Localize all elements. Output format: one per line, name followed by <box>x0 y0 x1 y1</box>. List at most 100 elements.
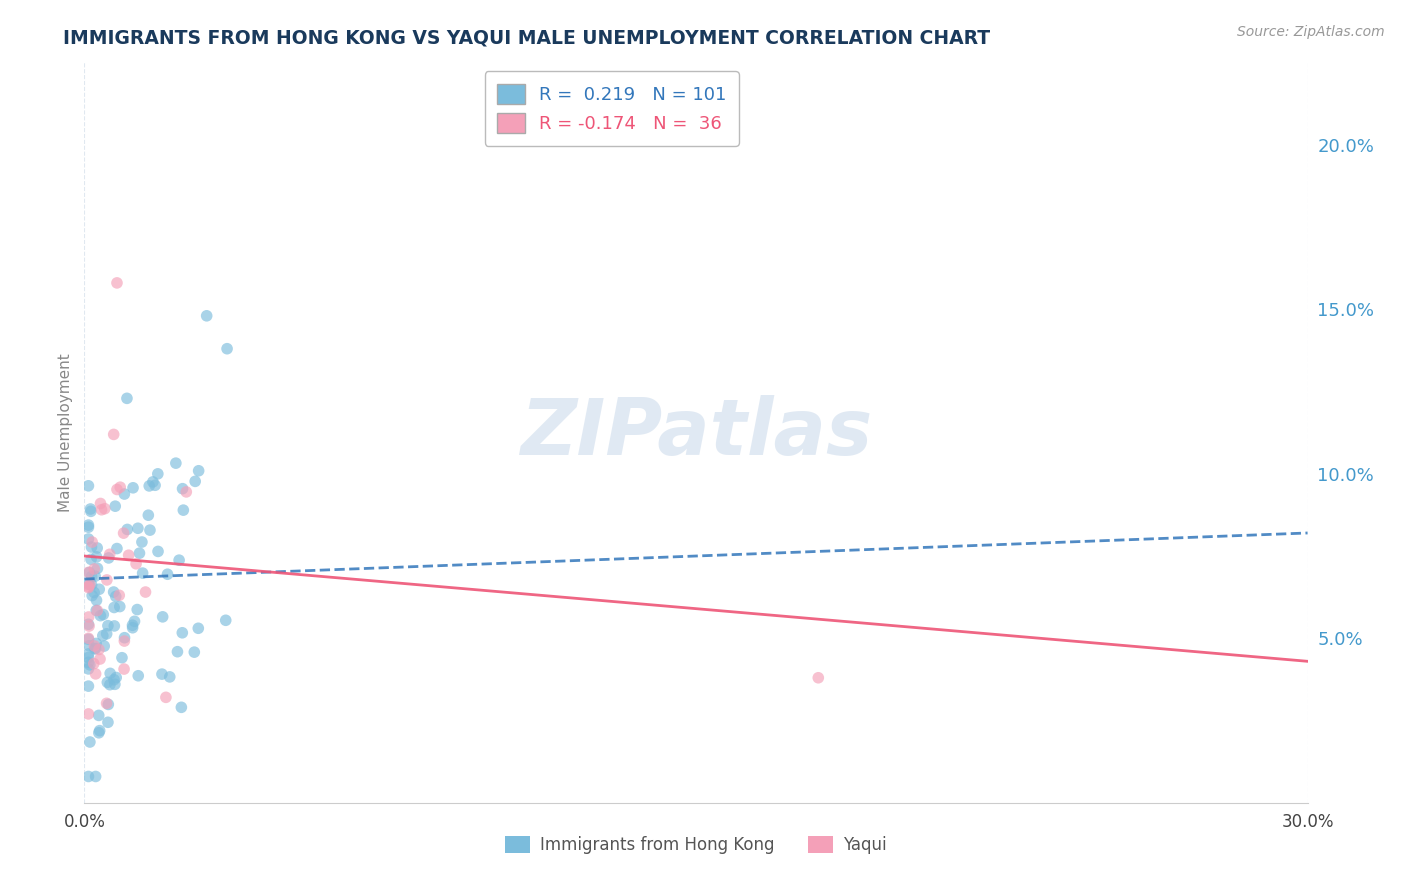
Point <box>89 723 111 738</box>
Point <box>96 573 118 587</box>
Point <box>87 726 110 740</box>
Point <box>105 483 128 497</box>
Point <box>97 618 120 632</box>
Point <box>84 636 107 650</box>
Point <box>89 652 111 666</box>
Point <box>79 657 101 672</box>
Point <box>77 617 100 632</box>
Point <box>108 599 131 614</box>
Point <box>112 662 135 676</box>
Point <box>79 502 101 516</box>
Point <box>77 577 100 591</box>
Text: IMMIGRANTS FROM HONG KONG VS YAQUI MALE UNEMPLOYMENT CORRELATION CHART: IMMIGRANTS FROM HONG KONG VS YAQUI MALE … <box>63 29 990 47</box>
Point <box>77 656 100 670</box>
Point <box>104 590 127 604</box>
Point <box>139 523 162 537</box>
Point <box>156 567 179 582</box>
Point <box>80 569 103 583</box>
Point <box>97 550 120 565</box>
Point <box>112 634 135 648</box>
Point <box>97 715 120 730</box>
Point <box>83 641 105 656</box>
Point <box>108 480 131 494</box>
Point <box>112 487 135 501</box>
Point <box>77 532 100 546</box>
Point <box>91 607 114 622</box>
Point <box>152 610 174 624</box>
Point <box>83 657 105 671</box>
Point <box>77 479 100 493</box>
Point <box>77 619 100 633</box>
Point <box>80 552 103 566</box>
Point <box>115 392 138 406</box>
Y-axis label: Male Unemployment: Male Unemployment <box>58 353 73 512</box>
Point <box>172 503 194 517</box>
Point <box>86 561 108 575</box>
Point <box>86 603 108 617</box>
Legend: Immigrants from Hong Kong, Yaqui: Immigrants from Hong Kong, Yaqui <box>499 830 893 861</box>
Point <box>146 544 169 558</box>
Point <box>77 610 100 624</box>
Point <box>103 600 125 615</box>
Point <box>96 627 118 641</box>
Point <box>98 547 121 561</box>
Point <box>80 540 103 554</box>
Point <box>83 562 105 576</box>
Point <box>80 578 103 592</box>
Point <box>77 662 100 676</box>
Point <box>84 666 107 681</box>
Point <box>84 603 107 617</box>
Point <box>77 769 100 783</box>
Point <box>121 621 143 635</box>
Point <box>103 619 125 633</box>
Point <box>83 639 105 653</box>
Point <box>82 535 104 549</box>
Point <box>121 618 143 632</box>
Point <box>184 475 207 489</box>
Point <box>146 467 169 481</box>
Point <box>127 602 149 616</box>
Point <box>135 585 157 599</box>
Point <box>183 645 205 659</box>
Point <box>167 553 190 567</box>
Point <box>93 639 115 653</box>
Point <box>84 769 107 783</box>
Point <box>77 566 100 580</box>
Point <box>131 535 153 549</box>
Point <box>159 670 181 684</box>
Point <box>87 708 110 723</box>
Point <box>215 613 238 627</box>
Text: Source: ZipAtlas.com: Source: ZipAtlas.com <box>1237 25 1385 39</box>
Point <box>108 588 131 602</box>
Point <box>105 671 128 685</box>
Point <box>77 647 100 661</box>
Point <box>117 548 139 562</box>
Text: ZIPatlas: ZIPatlas <box>520 394 872 471</box>
Point <box>127 521 149 535</box>
Point <box>77 581 100 595</box>
Point <box>79 566 101 580</box>
Point <box>93 501 115 516</box>
Point <box>86 541 108 555</box>
Point <box>77 632 100 647</box>
Point <box>91 629 114 643</box>
Point <box>79 735 101 749</box>
Point <box>82 589 104 603</box>
Point <box>807 671 830 685</box>
Point <box>172 625 194 640</box>
Point <box>155 690 177 705</box>
Point <box>86 593 108 607</box>
Point <box>77 639 100 653</box>
Point <box>166 645 188 659</box>
Point <box>138 479 160 493</box>
Point <box>170 700 193 714</box>
Point <box>89 496 111 510</box>
Point <box>104 499 127 513</box>
Point <box>89 608 111 623</box>
Point <box>128 546 150 560</box>
Point <box>112 526 135 541</box>
Point <box>77 632 100 646</box>
Point <box>77 650 100 665</box>
Point <box>172 482 194 496</box>
Point <box>105 541 128 556</box>
